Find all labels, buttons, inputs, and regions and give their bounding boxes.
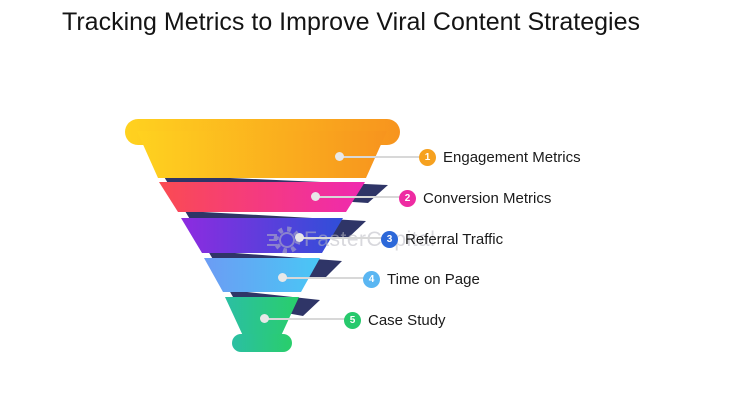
connector-dot-5 xyxy=(260,314,269,323)
funnel-label-row-3: 3 Referral Traffic xyxy=(381,230,503,248)
connector-line-4 xyxy=(283,277,364,279)
funnel-label-row-2: 2 Conversion Metrics xyxy=(399,189,551,207)
funnel-level-3 xyxy=(181,218,343,253)
funnel-foot xyxy=(232,334,292,352)
connector-dot-3 xyxy=(295,233,304,242)
level-1-badge: 1 xyxy=(419,148,436,166)
funnel-level-2 xyxy=(159,182,365,212)
watermark-text: FasterCapital xyxy=(304,228,436,251)
funnel-level-1 xyxy=(137,131,387,178)
level-3-badge: 3 xyxy=(381,230,398,248)
funnel-label-row-4: 4 Time on Page xyxy=(363,270,480,288)
connector-dot-4 xyxy=(278,273,287,282)
level-5-label: Case Study xyxy=(368,311,446,329)
funnel-label-row-5: 5 Case Study xyxy=(344,311,446,329)
level-1-label: Engagement Metrics xyxy=(443,148,581,166)
connector-dot-2 xyxy=(311,192,320,201)
level-2-badge: 2 xyxy=(399,189,416,207)
connector-dot-1 xyxy=(335,152,344,161)
funnel-level-4 xyxy=(204,258,320,292)
level-5-badge: 5 xyxy=(344,311,361,329)
level-4-badge: 4 xyxy=(363,270,380,288)
connector-line-1 xyxy=(340,156,420,158)
level-4-label: Time on Page xyxy=(387,270,480,288)
connector-line-5 xyxy=(265,318,345,320)
level-3-label: Referral Traffic xyxy=(405,230,504,248)
page-title: Tracking Metrics to Improve Viral Conten… xyxy=(62,8,641,36)
connector-line-3 xyxy=(300,237,382,239)
connector-line-2 xyxy=(316,196,400,198)
level-2-label: Conversion Metrics xyxy=(423,189,552,207)
funnel-label-row-1: 1 Engagement Metrics xyxy=(419,148,581,166)
